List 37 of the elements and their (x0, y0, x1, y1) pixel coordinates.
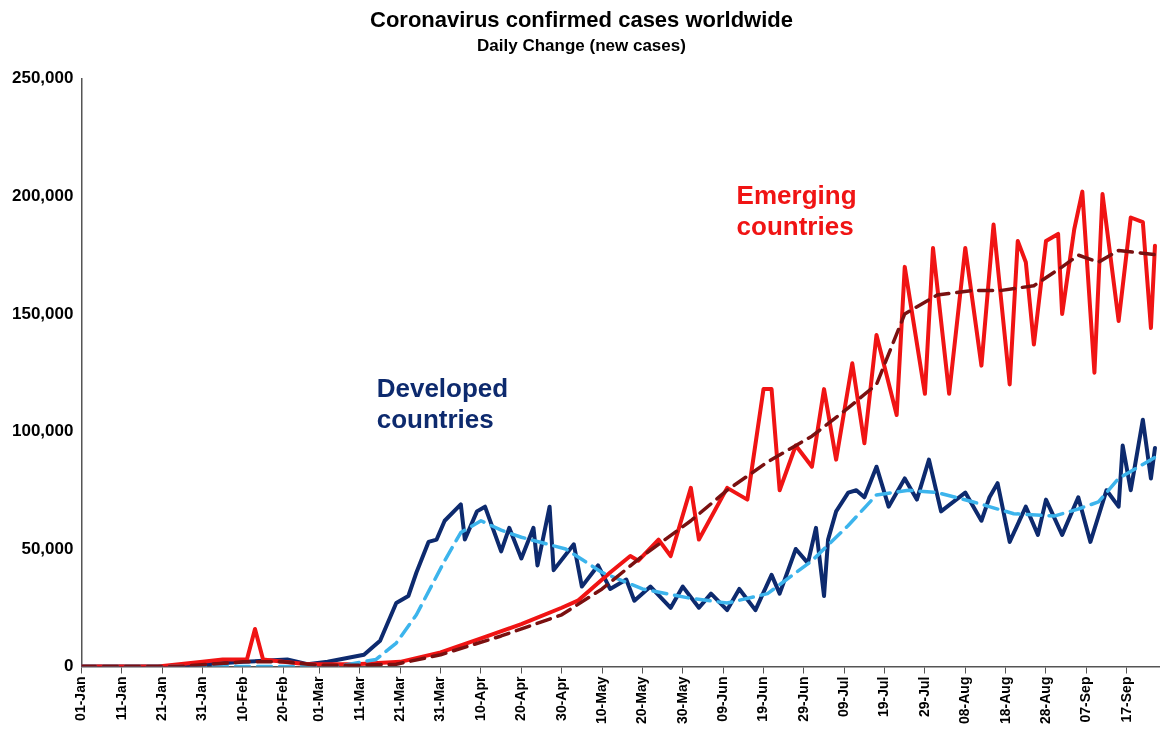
x-tick-label: 11-Mar (350, 675, 367, 721)
text: Developed countries (376, 373, 509, 435)
x-tick-label: 19-Jun (754, 676, 771, 722)
x-tick-label: 31-Jan (193, 676, 210, 721)
x-tick-label: 20-Feb (274, 676, 291, 722)
chart-subtitle: Daily Change (new cases) (477, 36, 686, 56)
y-tick-label: 0 (63, 656, 74, 676)
x-tick-label: 09-Jun (714, 676, 730, 722)
x-tick-label: 11-Jan (112, 676, 129, 721)
x-tick-label: 31-Mar (431, 675, 448, 722)
text: Emerging countries (736, 179, 857, 241)
x-tick-label: 20-Apr (512, 675, 529, 721)
chart-title: Coronavirus confirmed cases worldwide (369, 7, 794, 33)
x-tick-label: 08-Aug (956, 676, 973, 724)
y-tick-label: 100,000 (12, 421, 74, 441)
x-tick-label: 29-Jul (915, 676, 932, 717)
x-tick-label: 20-May (633, 676, 650, 724)
x-tick-label: 28-Aug (1036, 676, 1053, 724)
x-tick-label: 18-Aug (996, 676, 1013, 724)
x-tick-label: 17-Sep (1117, 676, 1134, 723)
y-tick-label: 150,000 (12, 303, 74, 323)
y-tick-label: 200,000 (12, 186, 74, 206)
y-tick-label: 50,000 (21, 538, 74, 558)
x-tick-label: 30-Apr (552, 675, 569, 721)
x-tick-label: 01-Mar (310, 675, 327, 722)
x-tick-label: 19-Jul (875, 676, 892, 717)
y-tick-label: 250,000 (12, 68, 74, 88)
x-tick-label: 10-Feb (233, 676, 250, 722)
x-tick-label: 01-Jan (72, 676, 89, 721)
x-tick-label: 21-Jan (153, 676, 170, 721)
x-tick-label: 07-Sep (1077, 676, 1094, 723)
x-tick-label: 10-Apr (471, 675, 488, 721)
x-tick-label: 30-May (673, 676, 690, 724)
x-tick-label: 29-Jun (794, 676, 811, 722)
x-tick-label: 10-May (592, 676, 609, 724)
x-tick-label: 09-Jul (835, 676, 852, 717)
x-tick-label: 21-Mar (391, 675, 408, 722)
